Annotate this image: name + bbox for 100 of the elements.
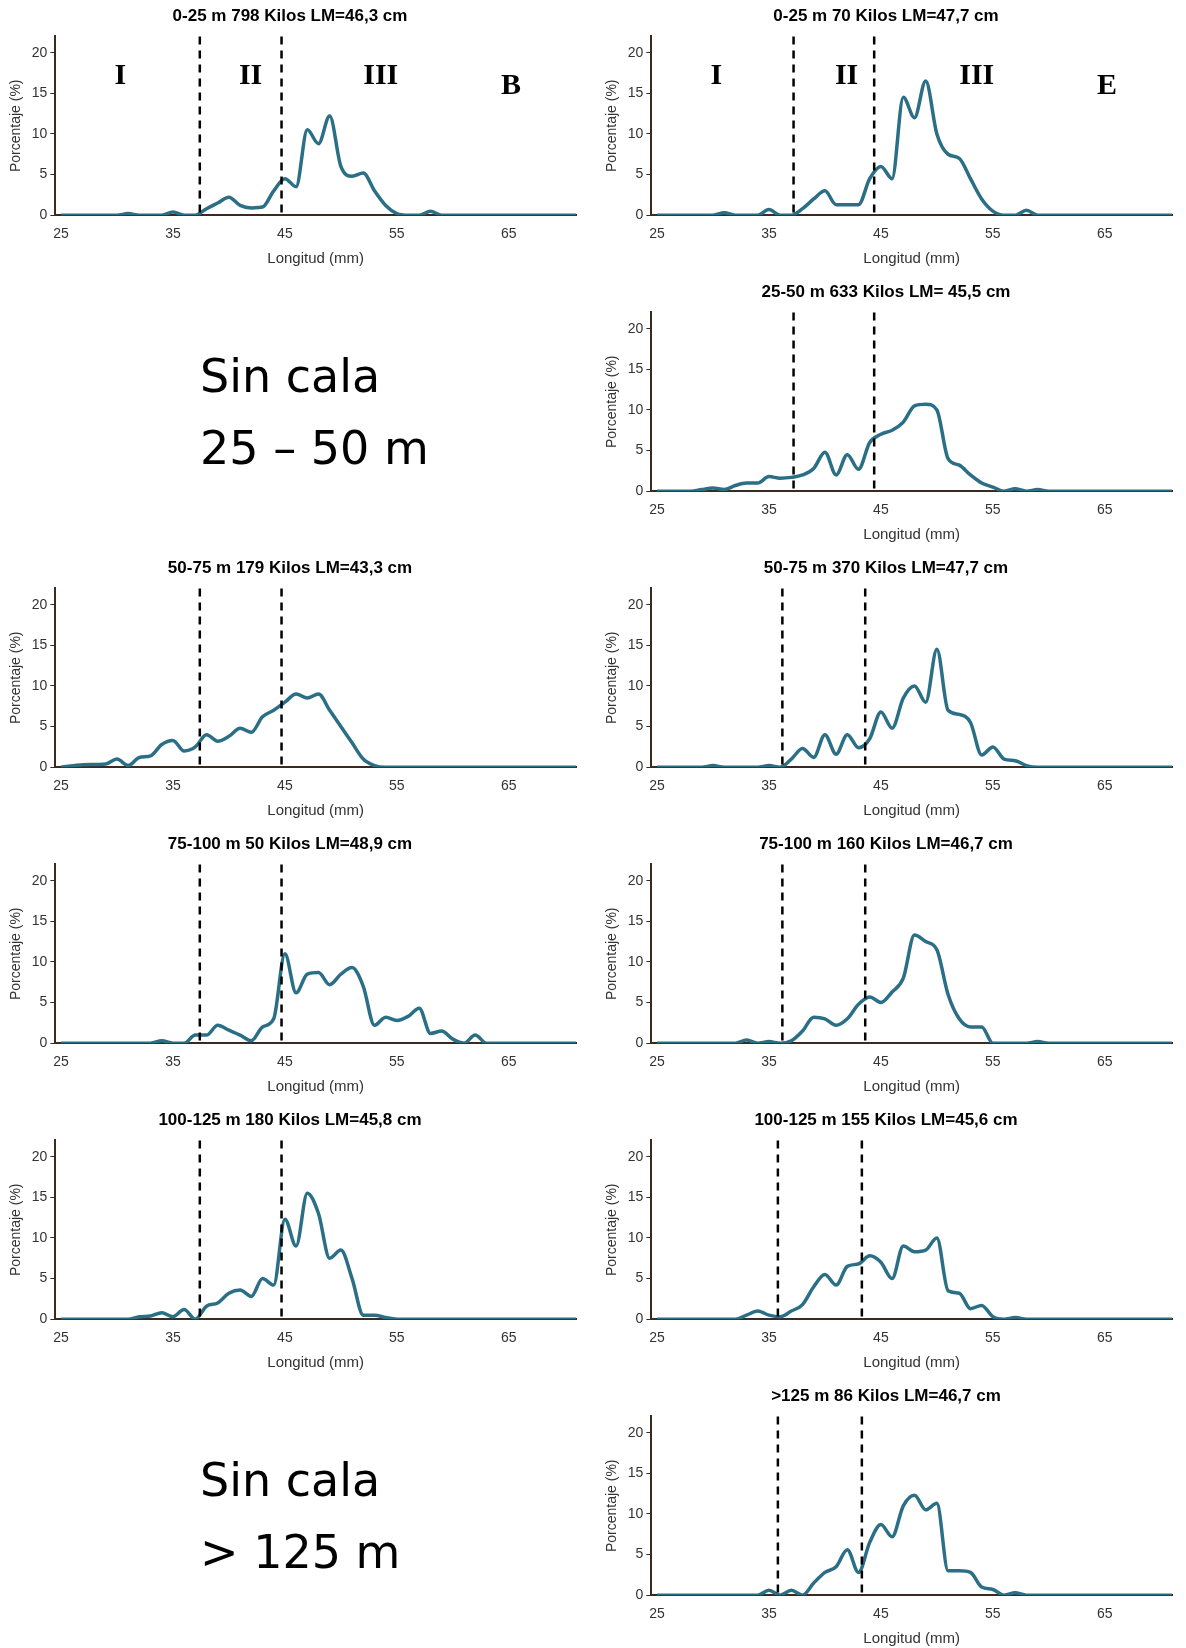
y-tick-label: 10 xyxy=(627,952,644,969)
line-series xyxy=(655,402,1172,492)
annotation: E xyxy=(1096,67,1117,101)
text: > 125 m xyxy=(200,1524,402,1581)
y-axis-title: Porcentaje (%) xyxy=(603,1459,620,1553)
chart-title: 0-25 m 798 Kilos LM=46,3 cm xyxy=(172,5,408,25)
y-tick-label: 15 xyxy=(31,636,48,653)
y-axis-title: Porcentaje (%) xyxy=(603,631,620,725)
y-tick-label: 5 xyxy=(39,1269,48,1286)
x-axis-title: Longitud (mm) xyxy=(863,801,961,819)
y-tick-label: 0 xyxy=(635,1310,644,1327)
x-tick-label: 65 xyxy=(1097,777,1113,794)
line-series xyxy=(655,647,1172,768)
line-series xyxy=(59,1191,576,1320)
x-tick-label: 65 xyxy=(501,225,517,242)
y-tick-label: 15 xyxy=(627,360,644,377)
y-tick-label: 10 xyxy=(627,676,644,693)
y-tick-label: 20 xyxy=(627,871,644,888)
line-series xyxy=(655,1493,1172,1596)
x-tick-label: 65 xyxy=(1097,1329,1113,1346)
x-tick-label: 25 xyxy=(53,225,69,242)
y-tick-label: 0 xyxy=(635,206,644,223)
y-axis-title: Porcentaje (%) xyxy=(7,1183,24,1277)
y-axis-title: Porcentaje (%) xyxy=(7,79,24,173)
x-tick-label: 45 xyxy=(277,1329,293,1346)
line-series xyxy=(655,933,1172,1044)
y-tick-label: 20 xyxy=(31,595,48,612)
annotation: II xyxy=(834,57,859,91)
x-tick-label: 25 xyxy=(649,1605,665,1622)
y-tick-label: 10 xyxy=(627,1504,644,1521)
x-tick-label: 65 xyxy=(1097,501,1113,518)
y-tick-label: 20 xyxy=(627,1423,644,1440)
x-tick-label: 55 xyxy=(389,1053,405,1070)
y-tick-label: 0 xyxy=(635,1034,644,1051)
x-tick-label: 45 xyxy=(277,1053,293,1070)
chart-title: 100-125 m 155 Kilos LM=45,6 cm xyxy=(754,1109,1018,1129)
line-series xyxy=(655,1236,1172,1320)
y-tick-label: 0 xyxy=(39,206,48,223)
x-axis-title: Longitud (mm) xyxy=(863,1077,961,1095)
x-tick-label: 25 xyxy=(649,1329,665,1346)
x-tick-label: 35 xyxy=(165,1053,181,1070)
chart-title: 100-125 m 180 Kilos LM=45,8 cm xyxy=(158,1109,422,1129)
y-tick-label: 5 xyxy=(635,993,644,1010)
annotation: II xyxy=(238,57,263,91)
x-tick-label: 55 xyxy=(985,225,1001,242)
y-tick-label: 15 xyxy=(627,1188,644,1205)
annotation: III xyxy=(959,57,995,91)
annotation: III xyxy=(363,57,399,91)
y-axis-title: Porcentaje (%) xyxy=(603,355,620,449)
chart-title: 0-25 m 70 Kilos LM=47,7 cm xyxy=(773,5,999,25)
y-tick-label: 15 xyxy=(31,84,48,101)
line-series xyxy=(59,114,576,216)
x-axis-title: Longitud (mm) xyxy=(267,249,365,267)
x-tick-label: 55 xyxy=(985,501,1001,518)
x-tick-label: 55 xyxy=(985,1329,1001,1346)
text: Sin cala xyxy=(200,348,382,405)
x-tick-label: 25 xyxy=(649,777,665,794)
x-tick-label: 25 xyxy=(649,225,665,242)
y-tick-label: 10 xyxy=(627,1228,644,1245)
x-tick-label: 35 xyxy=(761,777,777,794)
line-series xyxy=(59,952,576,1044)
y-tick-label: 15 xyxy=(627,1464,644,1481)
x-tick-label: 55 xyxy=(389,777,405,794)
x-axis-title: Longitud (mm) xyxy=(863,525,961,543)
y-tick-label: 5 xyxy=(39,993,48,1010)
x-tick-label: 55 xyxy=(985,1053,1001,1070)
annotation: B xyxy=(500,67,521,101)
x-tick-label: 55 xyxy=(389,1329,405,1346)
x-tick-label: 35 xyxy=(761,1053,777,1070)
x-tick-label: 55 xyxy=(985,777,1001,794)
y-tick-label: 15 xyxy=(627,636,644,653)
x-tick-label: 25 xyxy=(53,1329,69,1346)
x-axis-title: Longitud (mm) xyxy=(267,1353,365,1371)
x-tick-label: 35 xyxy=(165,777,181,794)
y-tick-label: 0 xyxy=(39,1034,48,1051)
y-tick-label: 0 xyxy=(635,482,644,499)
y-tick-label: 0 xyxy=(635,1586,644,1603)
x-axis-title: Longitud (mm) xyxy=(863,1353,961,1371)
x-axis-title: Longitud (mm) xyxy=(267,801,365,819)
x-tick-label: 45 xyxy=(873,501,889,518)
x-tick-label: 45 xyxy=(277,225,293,242)
x-axis-title: Longitud (mm) xyxy=(267,1077,365,1095)
y-tick-label: 20 xyxy=(627,319,644,336)
y-tick-label: 0 xyxy=(39,758,48,775)
y-tick-label: 20 xyxy=(31,43,48,60)
y-tick-label: 5 xyxy=(39,717,48,734)
y-tick-label: 10 xyxy=(31,676,48,693)
x-tick-label: 25 xyxy=(649,501,665,518)
y-tick-label: 10 xyxy=(627,124,644,141)
y-tick-label: 20 xyxy=(31,1147,48,1164)
x-tick-label: 35 xyxy=(761,225,777,242)
chart-title: 50-75 m 179 Kilos LM=43,3 cm xyxy=(167,557,413,577)
x-tick-label: 65 xyxy=(1097,1605,1113,1622)
y-axis-title: Porcentaje (%) xyxy=(7,907,24,1001)
y-tick-label: 10 xyxy=(31,124,48,141)
x-tick-label: 35 xyxy=(761,1329,777,1346)
y-axis-title: Porcentaje (%) xyxy=(603,79,620,173)
y-tick-label: 5 xyxy=(635,165,644,182)
y-tick-label: 20 xyxy=(627,1147,644,1164)
y-tick-label: 5 xyxy=(635,441,644,458)
